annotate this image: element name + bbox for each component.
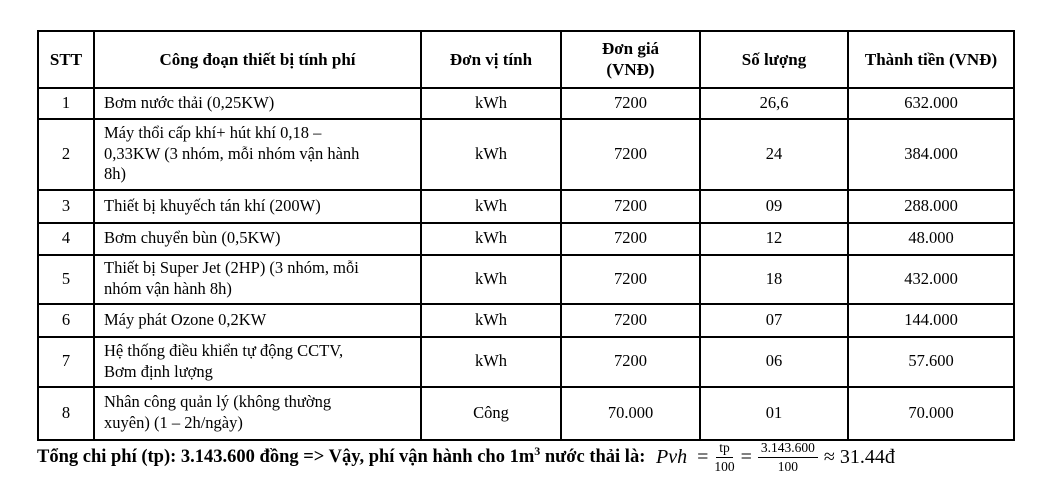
cell-amount: 384.000 bbox=[847, 117, 1015, 191]
cell-unit: kWh bbox=[420, 221, 562, 256]
equals-sign: = bbox=[697, 445, 709, 468]
cell-stt: 4 bbox=[37, 221, 95, 256]
cell-stt: 5 bbox=[37, 253, 95, 305]
column-header-amount: Thành tiền (VNĐ) bbox=[847, 30, 1015, 89]
operating-cost-table: STT Công đoạn thiết bị tính phí Đơn vị t… bbox=[37, 30, 1015, 441]
cell-unit: kWh bbox=[420, 253, 562, 305]
table-row: 6 Máy phát Ozone 0,2KW kWh 7200 07 144.0… bbox=[37, 302, 1015, 338]
cell-unit-price: 7200 bbox=[560, 86, 701, 120]
cell-unit-price: 7200 bbox=[560, 117, 701, 191]
cell-description: Máy thổi cấp khí+ hút khí 0,18 – 0,33KW … bbox=[93, 117, 422, 191]
column-header-quantity: Số lượng bbox=[699, 30, 849, 89]
fraction-tp-100: tp 100 bbox=[714, 440, 735, 474]
column-header-unit: Đơn vị tính bbox=[420, 30, 562, 89]
summary-text: Tổng chi phí (tp): 3.143.600 đồng => Vậy… bbox=[37, 443, 650, 467]
cell-description: Hệ thống điều khiển tự động CCTV, Bơm đị… bbox=[93, 335, 422, 388]
cell-quantity: 09 bbox=[699, 188, 849, 224]
equals-sign: = bbox=[740, 445, 752, 468]
table-header-row: STT Công đoạn thiết bị tính phí Đơn vị t… bbox=[37, 30, 1015, 89]
column-header-unit-price: Đơn giá (VNĐ) bbox=[560, 30, 701, 89]
cell-amount: 70.000 bbox=[847, 385, 1015, 441]
cell-stt: 6 bbox=[37, 302, 95, 338]
cell-unit: kWh bbox=[420, 302, 562, 338]
cell-unit-price: 7200 bbox=[560, 253, 701, 305]
table-row: 3 Thiết bị khuyếch tán khí (200W) kWh 72… bbox=[37, 188, 1015, 224]
cell-amount: 144.000 bbox=[847, 302, 1015, 338]
cell-unit: kWh bbox=[420, 188, 562, 224]
cell-quantity: 01 bbox=[699, 385, 849, 441]
table-row: 7 Hệ thống điều khiển tự động CCTV, Bơm … bbox=[37, 335, 1015, 388]
cell-stt: 8 bbox=[37, 385, 95, 441]
column-header-stt: STT bbox=[37, 30, 95, 89]
cell-amount: 432.000 bbox=[847, 253, 1015, 305]
cell-description: Bơm chuyển bùn (0,5KW) bbox=[93, 221, 422, 256]
table-row: 8 Nhân công quản lý (không thường xuyên)… bbox=[37, 385, 1015, 441]
cell-unit-price: 7200 bbox=[560, 188, 701, 224]
cell-unit-price: 7200 bbox=[560, 335, 701, 388]
cell-description: Bơm nước thải (0,25KW) bbox=[93, 86, 422, 120]
table-row: 2 Máy thổi cấp khí+ hút khí 0,18 – 0,33K… bbox=[37, 117, 1015, 191]
formula-result: ≈ 31.44đ bbox=[823, 445, 895, 468]
cell-description: Thiết bị Super Jet (2HP) (3 nhóm, mỗi nh… bbox=[93, 253, 422, 305]
cell-quantity: 06 bbox=[699, 335, 849, 388]
table-row: 5 Thiết bị Super Jet (2HP) (3 nhóm, mỗi … bbox=[37, 253, 1015, 305]
cell-quantity: 12 bbox=[699, 221, 849, 256]
cell-amount: 632.000 bbox=[847, 86, 1015, 120]
cell-unit-price: 70.000 bbox=[560, 385, 701, 441]
fraction-total-100: 3.143.600 100 bbox=[757, 440, 818, 474]
cell-quantity: 24 bbox=[699, 117, 849, 191]
cell-stt: 1 bbox=[37, 86, 95, 120]
cell-quantity: 18 bbox=[699, 253, 849, 305]
table-row: 4 Bơm chuyển bùn (0,5KW) kWh 7200 12 48.… bbox=[37, 221, 1015, 256]
operating-fee-formula: Pvh = tp 100 = 3.143.600 100 ≈ 31.44đ bbox=[656, 440, 895, 474]
cell-stt: 7 bbox=[37, 335, 95, 388]
total-cost-summary: Tổng chi phí (tp): 3.143.600 đồng => Vậy… bbox=[37, 440, 1037, 474]
cell-amount: 57.600 bbox=[847, 335, 1015, 388]
cell-description: Thiết bị khuyếch tán khí (200W) bbox=[93, 188, 422, 224]
cell-stt: 2 bbox=[37, 117, 95, 191]
cell-description: Máy phát Ozone 0,2KW bbox=[93, 302, 422, 338]
cell-unit-price: 7200 bbox=[560, 221, 701, 256]
cell-unit: Công bbox=[420, 385, 562, 441]
cell-unit: kWh bbox=[420, 86, 562, 120]
cell-amount: 288.000 bbox=[847, 188, 1015, 224]
formula-variable: Pvh bbox=[656, 445, 688, 468]
superscript-3: 3 bbox=[534, 443, 541, 458]
table-row: 1 Bơm nước thải (0,25KW) kWh 7200 26,6 6… bbox=[37, 86, 1015, 120]
cell-stt: 3 bbox=[37, 188, 95, 224]
cell-description: Nhân công quản lý (không thường xuyên) (… bbox=[93, 385, 422, 441]
cell-unit: kWh bbox=[420, 117, 562, 191]
column-header-description: Công đoạn thiết bị tính phí bbox=[93, 30, 422, 89]
cell-quantity: 26,6 bbox=[699, 86, 849, 120]
cell-quantity: 07 bbox=[699, 302, 849, 338]
cell-unit-price: 7200 bbox=[560, 302, 701, 338]
cell-amount: 48.000 bbox=[847, 221, 1015, 256]
cell-unit: kWh bbox=[420, 335, 562, 388]
